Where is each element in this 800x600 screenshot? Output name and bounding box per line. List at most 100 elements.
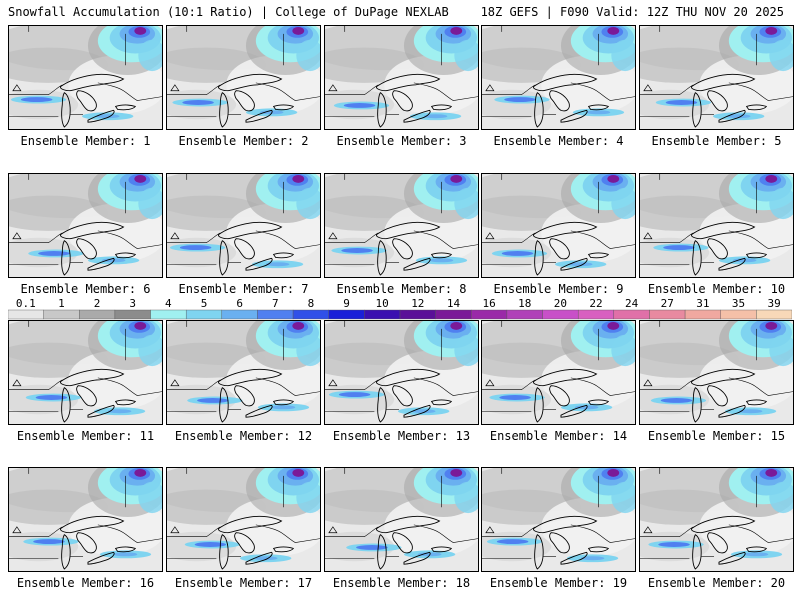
legend-color-swatch xyxy=(649,309,686,320)
legend-color-swatch xyxy=(328,309,365,320)
snowfall-map xyxy=(9,174,162,276)
ensemble-member-map xyxy=(639,467,794,572)
legend-value-label: 1 xyxy=(58,297,65,310)
legend-color-swatch xyxy=(542,309,579,320)
legend-value-label: 18 xyxy=(518,297,531,310)
ensemble-member-label: Ensemble Member: 14 xyxy=(489,429,628,443)
ensemble-member-map xyxy=(8,25,163,130)
ensemble-member-map xyxy=(8,320,163,425)
legend-value-label: 0.1 xyxy=(16,297,36,310)
legend-value-label: 4 xyxy=(165,297,172,310)
snowfall-map xyxy=(9,26,162,128)
ensemble-member-label: Ensemble Member: 17 xyxy=(174,576,313,590)
ensemble-member-map xyxy=(166,173,321,278)
legend-value-label: 6 xyxy=(236,297,243,310)
snowfall-map xyxy=(167,174,320,276)
ensemble-member-label: Ensemble Member: 20 xyxy=(647,576,786,590)
snowfall-map xyxy=(640,321,793,423)
ensemble-member-label: Ensemble Member: 12 xyxy=(174,429,313,443)
model-run-info: 18Z GEFS | F090 Valid: 12Z THU NOV 20 20… xyxy=(480,5,784,19)
ensemble-member-map xyxy=(481,320,636,425)
ensemble-member-map xyxy=(324,173,479,278)
ensemble-member-label: Ensemble Member: 13 xyxy=(332,429,471,443)
snowfall-map xyxy=(325,321,478,423)
legend-value-label: 9 xyxy=(343,297,350,310)
legend-value-label: 39 xyxy=(768,297,781,310)
ensemble-member-map xyxy=(481,173,636,278)
snowfall-map xyxy=(167,468,320,570)
ensemble-member-label: Ensemble Member: 1 xyxy=(20,134,151,148)
legend-value-label: 20 xyxy=(554,297,567,310)
legend-value-label: 24 xyxy=(625,297,639,310)
ensemble-member-map xyxy=(166,25,321,130)
snowfall-map xyxy=(640,174,793,276)
ensemble-member-map xyxy=(639,25,794,130)
legend-value-label: 14 xyxy=(447,297,461,310)
ensemble-member-label: Ensemble Member: 16 xyxy=(16,576,155,590)
legend-color-swatch xyxy=(471,309,508,320)
ensemble-member-label: Ensemble Member: 18 xyxy=(332,576,471,590)
legend-color-swatch xyxy=(221,309,258,320)
legend-color-swatch xyxy=(43,309,80,320)
ensemble-member-label: Ensemble Member: 15 xyxy=(647,429,786,443)
legend-color-swatch xyxy=(720,309,757,320)
legend-value-label: 22 xyxy=(589,297,602,310)
snowfall-map xyxy=(640,26,793,128)
snowfall-map xyxy=(9,321,162,423)
ensemble-member-map xyxy=(8,467,163,572)
ensemble-member-label: Ensemble Member: 6 xyxy=(20,282,151,296)
legend-color-swatch xyxy=(506,309,543,320)
ensemble-member-label: Ensemble Member: 7 xyxy=(178,282,309,296)
legend-color-swatch xyxy=(613,309,650,320)
legend-value-label: 35 xyxy=(732,297,745,310)
ensemble-member-label: Ensemble Member: 9 xyxy=(493,282,624,296)
legend-value-label: 2 xyxy=(94,297,101,310)
ensemble-member-map xyxy=(481,467,636,572)
snowfall-map xyxy=(167,26,320,128)
legend-color-swatch xyxy=(399,309,436,320)
snowfall-map xyxy=(167,321,320,423)
ensemble-member-label: Ensemble Member: 3 xyxy=(336,134,467,148)
ensemble-member-map xyxy=(481,25,636,130)
ensemble-member-map xyxy=(166,467,321,572)
legend-color-swatch xyxy=(79,309,116,320)
snowfall-map xyxy=(482,468,635,570)
ensemble-member-label: Ensemble Member: 10 xyxy=(647,282,786,296)
ensemble-member-map xyxy=(639,320,794,425)
map-title: Snowfall Accumulation (10:1 Ratio) | Col… xyxy=(8,5,449,19)
snowfall-map xyxy=(9,468,162,570)
legend-color-swatch xyxy=(364,309,401,320)
ensemble-member-label: Ensemble Member: 11 xyxy=(16,429,155,443)
legend-value-label: 3 xyxy=(129,297,136,310)
legend-color-swatch xyxy=(435,309,472,320)
legend-color-swatch xyxy=(756,309,792,320)
ensemble-member-map xyxy=(324,320,479,425)
legend-value-label: 5 xyxy=(201,297,208,310)
snowfall-map xyxy=(482,174,635,276)
legend-value-label: 12 xyxy=(411,297,424,310)
legend-color-swatch xyxy=(185,309,223,320)
legend-color-swatch xyxy=(150,309,187,320)
legend-color-swatch xyxy=(577,309,615,320)
legend-color-swatch xyxy=(8,309,44,320)
ensemble-member-label: Ensemble Member: 8 xyxy=(336,282,467,296)
legend-value-label: 10 xyxy=(376,297,389,310)
snowfall-map xyxy=(325,174,478,276)
snowfall-map xyxy=(482,321,635,423)
ensemble-member-label: Ensemble Member: 4 xyxy=(493,134,624,148)
ensemble-member-map xyxy=(639,173,794,278)
legend-value-label: 7 xyxy=(272,297,279,310)
snowfall-map xyxy=(325,468,478,570)
snowfall-map xyxy=(482,26,635,128)
legend-color-swatch xyxy=(257,309,294,320)
legend-value-label: 8 xyxy=(308,297,315,310)
legend-value-label: 27 xyxy=(661,297,674,310)
legend-value-label: 16 xyxy=(482,297,495,310)
legend-value-label: 31 xyxy=(696,297,709,310)
legend-color-swatch xyxy=(292,309,329,320)
ensemble-member-map xyxy=(324,25,479,130)
ensemble-member-map xyxy=(166,320,321,425)
ensemble-member-label: Ensemble Member: 2 xyxy=(178,134,309,148)
snowfall-color-legend: 0.1 1 2 3 4 5 6 7 8 9 10 12 14 16 18 20 22 24 27 31 35 39 xyxy=(8,297,792,320)
ensemble-member-map xyxy=(8,173,163,278)
